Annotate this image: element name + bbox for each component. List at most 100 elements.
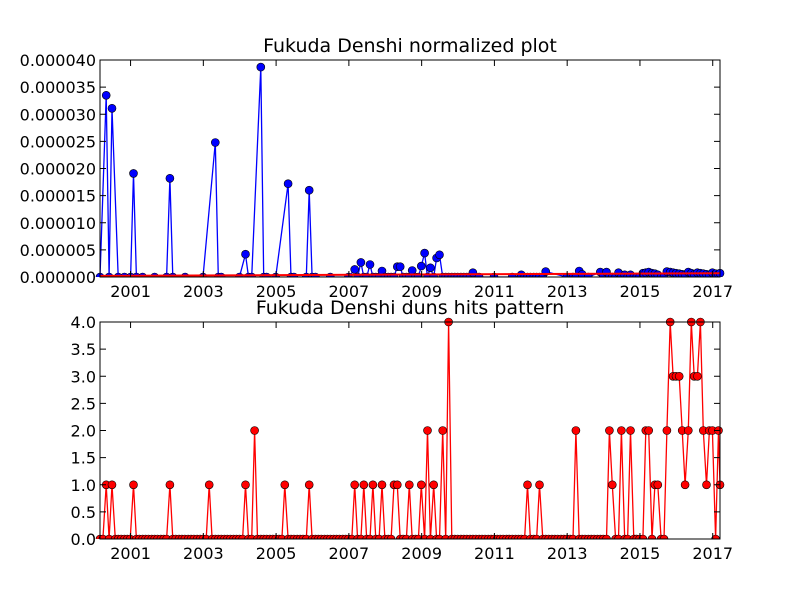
x-tick-label: 2015 [620, 282, 661, 301]
x-tick-label: 2001 [110, 282, 151, 301]
data-point [617, 426, 626, 435]
data-point [702, 480, 711, 490]
data-point [614, 534, 623, 539]
data-point [377, 480, 387, 490]
data-point [365, 260, 375, 269]
chart-title: Fukuda Denshi duns hits pattern [256, 297, 564, 319]
data-point [659, 534, 669, 539]
data-point [429, 480, 439, 490]
y-tick-label: 4.0 [71, 313, 96, 332]
data-point [535, 480, 544, 490]
y-tick-label: 3.5 [71, 340, 96, 359]
y-tick-label: 0.000010 [20, 214, 96, 233]
data-point [368, 480, 378, 490]
data-point [420, 248, 429, 258]
data-point [414, 534, 423, 539]
data-point [662, 426, 672, 435]
data-point [644, 426, 654, 435]
y-tick-label: 3.0 [71, 367, 96, 386]
data-point [280, 480, 290, 490]
data-point [568, 534, 578, 539]
data-point [680, 480, 690, 490]
data-point [435, 534, 444, 539]
data-point [211, 138, 220, 147]
data-point [98, 534, 108, 539]
x-tick-label: 2001 [110, 544, 151, 563]
data-point [653, 480, 663, 490]
data-point [241, 249, 250, 259]
x-tick-label: 2003 [183, 544, 224, 563]
data-point [426, 263, 435, 273]
x-tick-label: 2007 [329, 282, 370, 301]
normalized-plot-panel: Fukuda Denshi normalized plot 0.0000000.… [20, 35, 733, 301]
data-point [571, 426, 581, 435]
y-tick-label: 0.000015 [20, 187, 96, 206]
y-tick-label: 0.000035 [20, 78, 96, 97]
data-point [129, 480, 138, 490]
x-tick-label: 2005 [256, 544, 297, 563]
data-point [523, 480, 532, 490]
data-point [241, 480, 250, 490]
data-point [638, 534, 648, 539]
data-point [626, 426, 635, 435]
data-point [693, 371, 702, 381]
y-tick-label: 0.000000 [20, 268, 96, 287]
x-tick-label: 2015 [620, 544, 661, 563]
y-tick-label: 0.000030 [20, 105, 96, 124]
data-point [395, 262, 405, 272]
y-axis: 0.0 0.5 1.0 1.5 2.0 2.5 3.0 3.5 4.0 [71, 313, 720, 549]
data-point [256, 62, 266, 72]
x-axis: 2001 2003 2005 2007 2009 2011 2013 2015 2017 [110, 60, 733, 301]
data-point [304, 480, 314, 490]
data-point [438, 426, 448, 435]
data-point [404, 480, 414, 490]
y-tick-label: 2.0 [71, 422, 96, 441]
data-point [129, 169, 138, 178]
y-tick-label: 0.000005 [20, 241, 96, 260]
data-point [350, 265, 360, 274]
series-group [95, 62, 725, 277]
data-point [165, 480, 175, 490]
data-point [162, 534, 171, 539]
data-point [250, 426, 259, 435]
x-tick-label: 2011 [474, 282, 515, 301]
data-point [683, 426, 693, 435]
y-tick-label: 0.5 [71, 503, 96, 522]
data-point [623, 534, 632, 539]
data-point [386, 534, 396, 539]
data-point [277, 534, 287, 539]
data-point [426, 534, 435, 539]
data-point [165, 174, 175, 183]
x-tick-label: 2007 [329, 544, 370, 563]
data-point [416, 261, 426, 271]
data-point [107, 480, 117, 490]
data-point [359, 480, 369, 490]
data-point [605, 426, 614, 435]
x-tick-label: 2017 [692, 282, 733, 301]
data-point [283, 179, 293, 188]
x-tick-label: 2017 [692, 544, 733, 563]
data-point [647, 534, 657, 539]
x-tick-label: 2009 [401, 282, 442, 301]
y-tick-label: 2.5 [71, 394, 96, 413]
data-point [204, 480, 214, 490]
x-tick-label: 2011 [474, 544, 515, 563]
data-point [532, 534, 541, 539]
data-point [392, 480, 402, 490]
data-point [101, 91, 111, 100]
y-tick-label: 0.000020 [20, 160, 96, 179]
x-tick-label: 2013 [547, 544, 588, 563]
data-point [423, 426, 432, 435]
data-point [674, 371, 684, 381]
data-point [104, 534, 114, 539]
y-tick-label: 1.0 [71, 476, 96, 495]
data-point [602, 534, 611, 539]
data-point [304, 185, 314, 195]
x-tick-label: 2009 [401, 544, 442, 563]
plot-area [95, 62, 725, 277]
data-point [350, 480, 360, 490]
y-tick-label: 1.5 [71, 449, 96, 468]
x-axis: 2001 2003 2005 2007 2009 2011 2013 2015 2017 [110, 322, 733, 563]
duns-hits-panel: Fukuda Denshi duns hits pattern 0.0 0.5 1.… [71, 297, 734, 563]
